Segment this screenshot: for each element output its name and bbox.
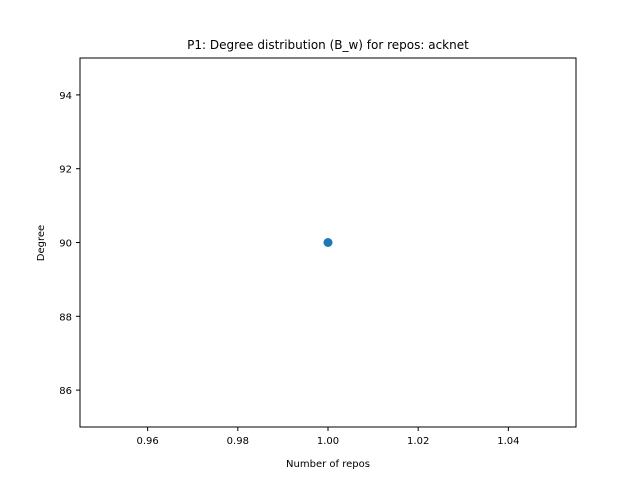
x-tick-label: 1.00 [317,436,339,447]
x-axis-label: Number of repos [286,459,370,470]
y-tick-label: 86 [59,386,72,397]
scatter-points [323,238,333,247]
x-tick-label: 1.02 [407,436,429,447]
y-axis-label: Degree [36,225,47,261]
chart-title: P1: Degree distribution (B_w) for repos:… [187,38,469,52]
x-tick-label: 0.96 [137,436,159,447]
data-point [323,238,333,247]
y-tick-label: 92 [59,165,72,176]
y-tick-label: 88 [59,312,72,323]
x-tick-label: 1.04 [497,436,519,447]
x-tick-label: 0.98 [227,436,249,447]
y-tick-label: 94 [59,91,72,102]
plot-area: 0.96 0.98 1.00 1.02 1.04 86 88 90 92 94 [59,57,577,447]
y-axis-ticks: 86 88 90 92 94 [59,91,80,397]
x-axis-ticks: 0.96 0.98 1.00 1.02 1.04 [137,427,519,447]
y-tick-label: 90 [59,239,72,250]
